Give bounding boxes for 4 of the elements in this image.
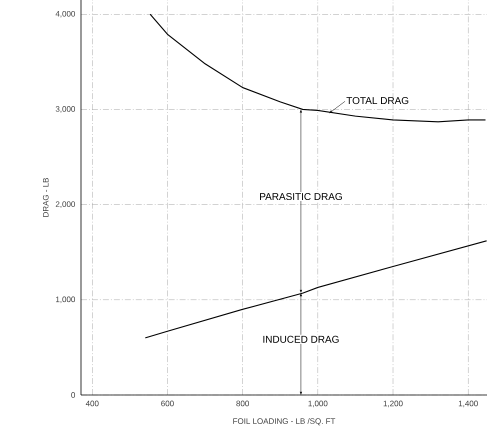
annotation: TOTAL DRAG bbox=[346, 97, 408, 104]
line-series bbox=[150, 14, 486, 122]
annotation: INDUCED DRAG bbox=[263, 336, 339, 343]
annotation: PARASITIC DRAG bbox=[260, 193, 342, 200]
